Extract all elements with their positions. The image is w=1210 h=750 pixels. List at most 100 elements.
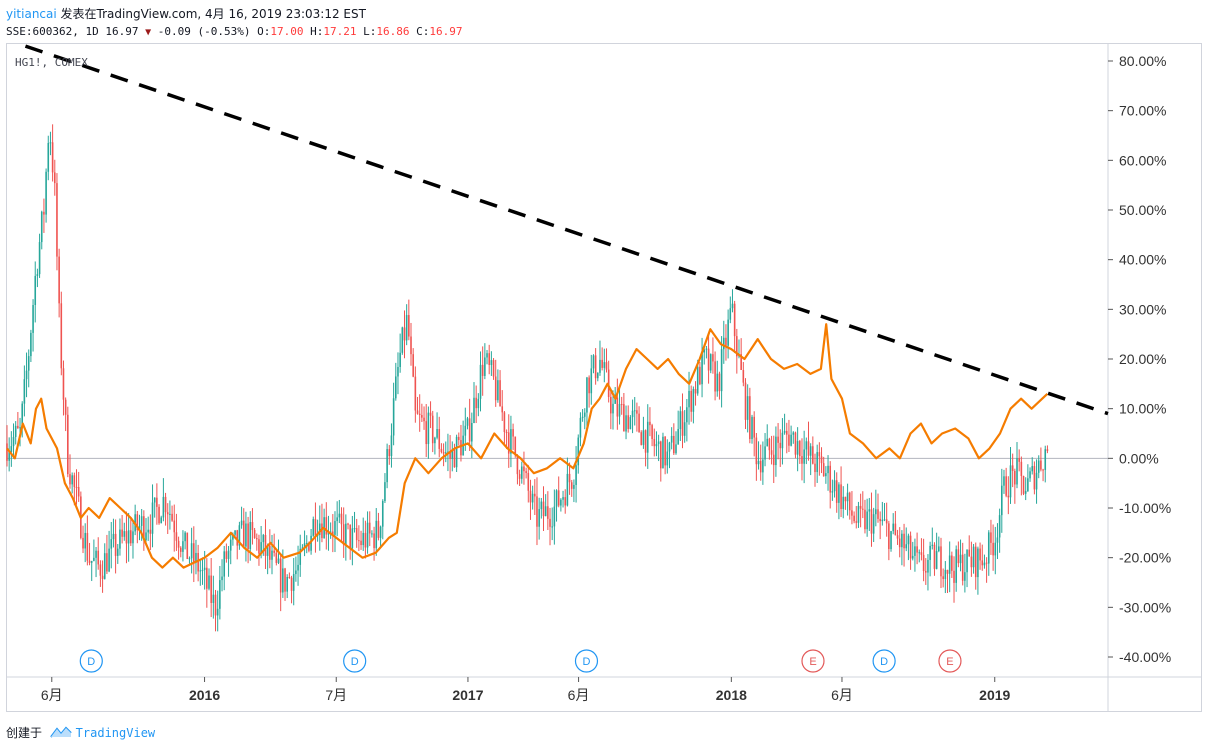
candle-body — [974, 546, 977, 578]
author-link[interactable]: yitiancai — [6, 7, 57, 21]
candle-body — [349, 524, 351, 549]
candle-body — [425, 421, 428, 445]
candle-body — [251, 522, 254, 530]
candle-body — [153, 497, 156, 503]
candle-body — [312, 519, 315, 536]
candle-body — [190, 543, 193, 559]
candle-body — [977, 548, 979, 578]
candle-body — [71, 475, 73, 485]
candle-body — [875, 509, 877, 515]
candle-body — [979, 548, 981, 561]
candle-body — [946, 569, 949, 574]
candle-body — [93, 557, 95, 561]
candle-body — [440, 448, 443, 452]
candle-body — [245, 523, 247, 547]
candle-body — [553, 506, 556, 527]
candle-body — [712, 354, 714, 362]
candle-body — [264, 534, 267, 556]
candle-body — [166, 512, 169, 515]
candle-body — [353, 528, 356, 530]
candle-body — [488, 353, 490, 365]
comparison-series-line — [6, 323, 1049, 569]
candle-body — [581, 416, 584, 418]
candle-body — [219, 580, 221, 609]
y-tick-label: 60.00% — [1119, 152, 1166, 168]
x-tick-label: 6月 — [41, 687, 63, 703]
candle-body — [394, 376, 397, 399]
y-tick-label: 80.00% — [1119, 53, 1166, 69]
candle-body — [1016, 458, 1018, 485]
candle-body — [90, 560, 93, 563]
axes-group: -40.00% -30.00% -20.00% -10.00% 0.00% 10.00% 2… — [6, 43, 1202, 712]
candle-body — [418, 413, 421, 416]
candle-body — [1037, 460, 1040, 473]
candle-body — [911, 555, 914, 559]
candle-body — [686, 407, 688, 423]
candle-body — [740, 354, 742, 371]
candle-body — [229, 539, 232, 551]
candle-body — [651, 425, 653, 440]
candle-body — [586, 377, 588, 413]
event-marker-label: E — [946, 656, 953, 668]
candle-body — [568, 473, 571, 483]
low-value: 16.86 — [376, 25, 410, 38]
candle-body — [605, 362, 608, 370]
candle-body — [955, 549, 957, 583]
candle-body — [835, 480, 838, 503]
candle-body — [855, 521, 858, 523]
price-change: -0.09 (-0.53%) — [157, 25, 251, 38]
candle-body — [75, 486, 78, 488]
high-label: H: — [310, 25, 324, 38]
candle-body — [531, 493, 534, 503]
published-info: 发表在TradingView.com, 4月 16, 2019 23:03:12… — [60, 7, 366, 21]
candle-body — [195, 552, 197, 563]
candle-body — [673, 435, 675, 454]
candle-body — [957, 549, 960, 564]
candle-body — [262, 534, 265, 543]
candle-body — [879, 518, 881, 522]
low-label: L: — [363, 25, 377, 38]
candle-body — [130, 530, 132, 544]
candle-body — [846, 492, 849, 502]
candle-body — [877, 509, 879, 519]
candle-body — [103, 553, 106, 579]
candle-body — [457, 436, 460, 441]
candle-body — [342, 524, 345, 545]
candle-body — [731, 303, 734, 309]
candle-body — [775, 436, 777, 466]
candle-body — [592, 355, 595, 369]
candle-body — [468, 418, 471, 442]
y-tick-label: -30.00% — [1119, 599, 1171, 615]
candle-body — [17, 425, 19, 429]
candle-body — [360, 540, 362, 546]
candle-body — [718, 373, 721, 392]
candle-body — [851, 510, 853, 516]
candle-body — [192, 543, 195, 563]
candle-body — [295, 570, 297, 575]
candle-body — [583, 412, 586, 417]
candle-body — [547, 506, 549, 519]
candle-body — [792, 432, 795, 435]
candle-body — [47, 142, 50, 172]
candle-body — [707, 348, 710, 371]
y-tick-label: -20.00% — [1119, 550, 1171, 566]
candle-body — [279, 558, 282, 593]
candle-body — [759, 460, 762, 473]
candle-body — [299, 548, 302, 565]
candle-body — [203, 567, 206, 570]
candle-body — [1040, 460, 1042, 470]
candle-body — [840, 484, 842, 510]
tradingview-brand[interactable]: TradingView — [75, 726, 156, 740]
candle-body — [516, 455, 519, 475]
candle-body — [255, 537, 258, 540]
event-marker-label: D — [582, 656, 590, 668]
y-tick-label: 40.00% — [1119, 252, 1166, 268]
candle-body — [859, 505, 862, 509]
symbol-info-line: SSE:600362, 1D 16.97 ▼ -0.09 (-0.53%) O:… — [6, 25, 462, 38]
candle-body — [340, 513, 343, 525]
candle-body — [888, 523, 890, 550]
y-tick-label: 30.00% — [1119, 301, 1166, 317]
candle-body — [990, 532, 992, 543]
y-tick-label: 20.00% — [1119, 351, 1166, 367]
